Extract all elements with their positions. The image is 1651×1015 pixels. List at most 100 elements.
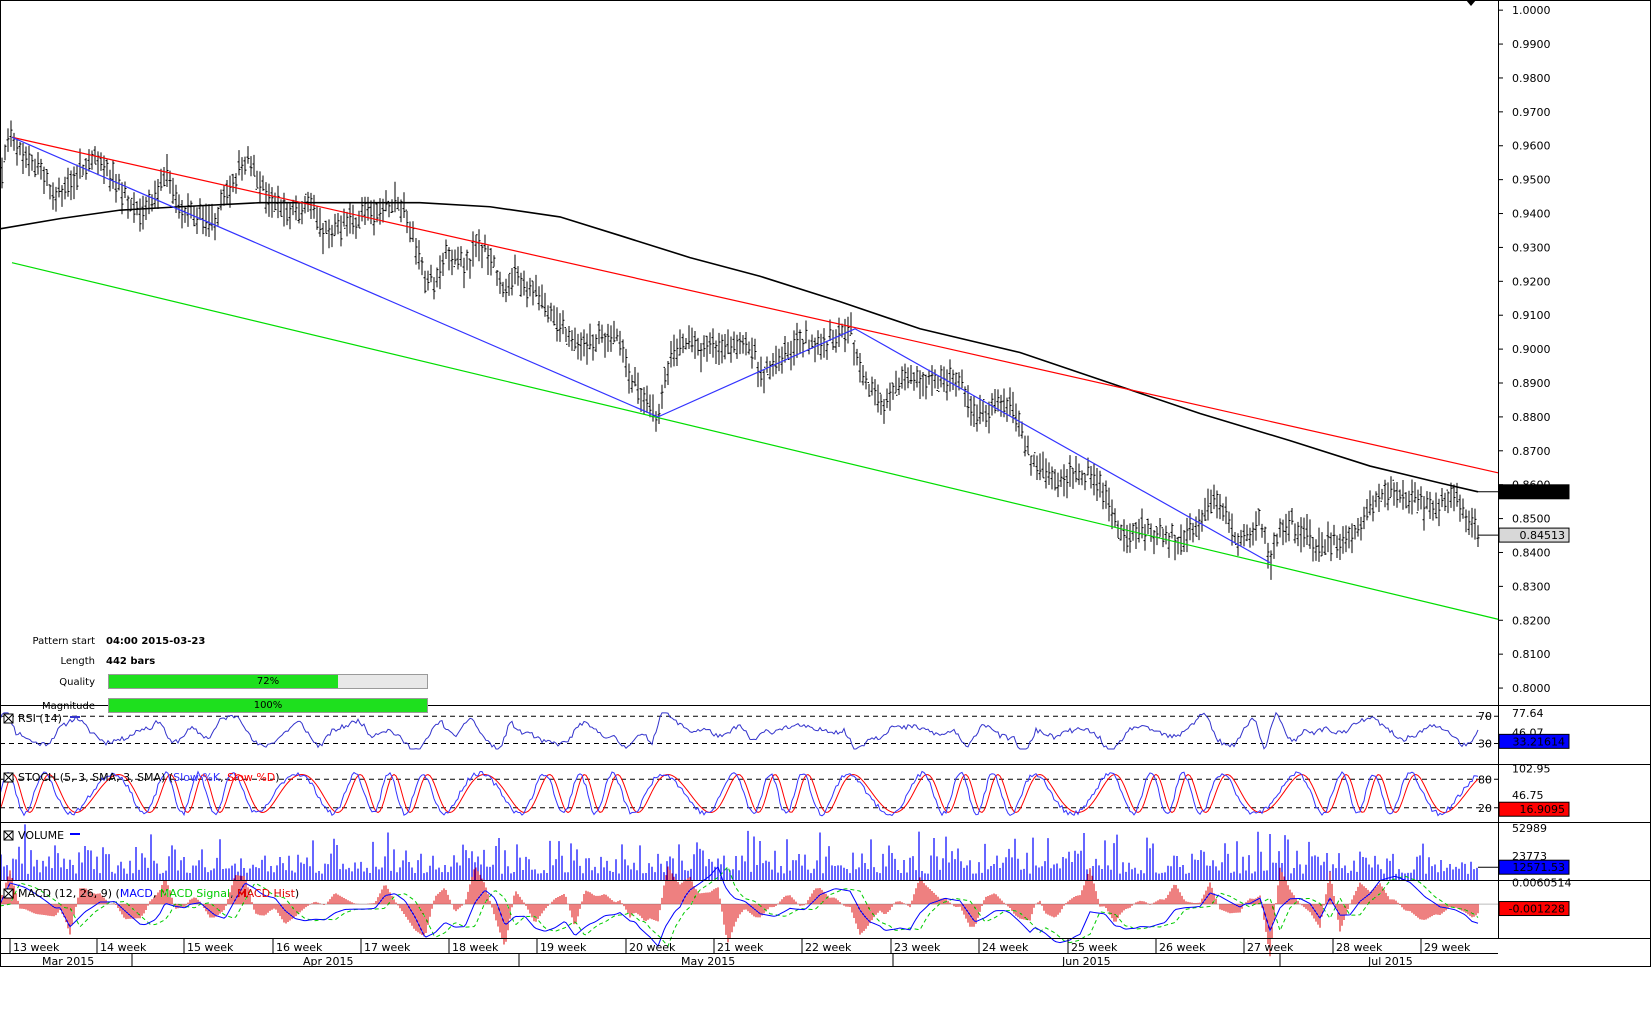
price-bar — [846, 316, 850, 344]
price-bar — [1176, 536, 1180, 555]
price-bar — [816, 330, 820, 355]
price-bar — [594, 334, 598, 353]
price-bar — [15, 139, 19, 166]
price-bar — [351, 204, 355, 235]
price-bar — [1101, 482, 1105, 510]
lower-trendline — [11, 262, 1499, 620]
price-bar — [1320, 532, 1324, 557]
price-bar — [1425, 491, 1429, 510]
price-bar — [1155, 526, 1159, 546]
price-bar — [1293, 523, 1297, 544]
price-bar — [429, 264, 433, 283]
price-bar — [621, 339, 625, 363]
price-bar — [867, 381, 871, 397]
price-bar — [1398, 489, 1402, 503]
panel-title-part: Slow %D — [227, 771, 275, 784]
price-bar — [597, 321, 601, 345]
price-bar — [147, 189, 151, 215]
week-label: 17 week — [364, 941, 411, 954]
price-bar — [1089, 465, 1093, 489]
price-bar — [1284, 513, 1288, 543]
price-bar — [1440, 488, 1444, 508]
price-bar — [1161, 527, 1165, 548]
price-bar — [750, 337, 754, 369]
price-bar — [1275, 533, 1279, 547]
price-bar — [33, 158, 37, 178]
price-bar — [1020, 421, 1024, 439]
stoch-tick-mid: 46.75 — [1512, 789, 1544, 802]
price-bar — [705, 335, 709, 362]
price-bar — [1053, 469, 1057, 491]
price-bar — [456, 246, 460, 270]
price-bar — [1023, 435, 1027, 457]
length-value: 442 bars — [106, 656, 156, 667]
price-bar — [1470, 507, 1474, 538]
price-bar — [630, 374, 634, 393]
price-bar — [528, 277, 532, 297]
price-bar — [1353, 524, 1357, 540]
price-bar — [1173, 534, 1177, 561]
price-bar — [288, 202, 292, 230]
price-bar — [402, 192, 406, 218]
price-bar — [507, 272, 511, 296]
panel-title-part: VOLUME — [18, 829, 64, 842]
price-bar — [111, 160, 115, 189]
price-bar — [936, 375, 940, 392]
price-bar — [1014, 403, 1018, 432]
quality-bar-fill — [109, 675, 338, 688]
price-bar — [1377, 483, 1381, 512]
price-bar — [537, 286, 541, 311]
price-bar — [249, 156, 253, 177]
price-bar — [36, 152, 40, 175]
panel-title: STOCH (5, 3, SMA, 3, SMA) (Slow %K, Slow… — [18, 771, 280, 784]
price-bar — [237, 150, 241, 176]
price-bar — [1092, 463, 1096, 496]
price-bar — [219, 189, 223, 211]
price-bar — [471, 231, 475, 267]
price-bar — [1272, 532, 1276, 559]
price-bar — [1134, 521, 1138, 549]
rsi-value-label: 33.21614 — [1513, 735, 1566, 748]
price-bar — [153, 180, 157, 208]
price-bar — [1323, 539, 1327, 555]
magnitude-bar-fill — [109, 699, 427, 712]
week-label: 20 week — [629, 941, 676, 954]
price-bar — [162, 167, 166, 187]
price-bar — [231, 173, 235, 193]
price-bar — [486, 245, 490, 276]
price-bar — [60, 185, 64, 207]
volume-bars — [0, 824, 1478, 880]
price-bar — [558, 313, 562, 342]
price-bar — [966, 385, 970, 418]
price-bar — [1098, 470, 1102, 498]
rsi-level-high: 70 — [1478, 710, 1492, 723]
price-bar — [756, 361, 760, 388]
price-tick-label: 0.8700 — [1512, 445, 1551, 458]
price-bar — [603, 332, 607, 358]
price-bar — [1050, 466, 1054, 490]
price-bar — [702, 335, 706, 357]
stoch-level-low: 20 — [1478, 802, 1492, 815]
price-bar — [51, 182, 55, 210]
price-bar — [1035, 455, 1039, 481]
price-bar — [477, 229, 481, 262]
price-bar — [1371, 495, 1375, 522]
price-bar — [57, 177, 61, 198]
price-bar — [789, 340, 793, 371]
price-bar — [1095, 468, 1099, 502]
price-bar — [303, 193, 307, 214]
close-icon — [3, 888, 14, 899]
price-bar — [1317, 527, 1321, 562]
price-bar — [1245, 524, 1249, 542]
price-bar — [444, 239, 448, 260]
price-bar — [699, 343, 703, 373]
panel-title: VOLUME — [18, 829, 64, 842]
price-bar — [723, 333, 727, 360]
price-bar — [633, 366, 637, 387]
price-bar — [321, 223, 325, 255]
price-bar — [534, 274, 538, 297]
price-bar — [1281, 519, 1285, 546]
price-tick-label: 0.9400 — [1512, 208, 1551, 221]
price-bar — [450, 249, 454, 276]
price-bar — [54, 186, 58, 212]
